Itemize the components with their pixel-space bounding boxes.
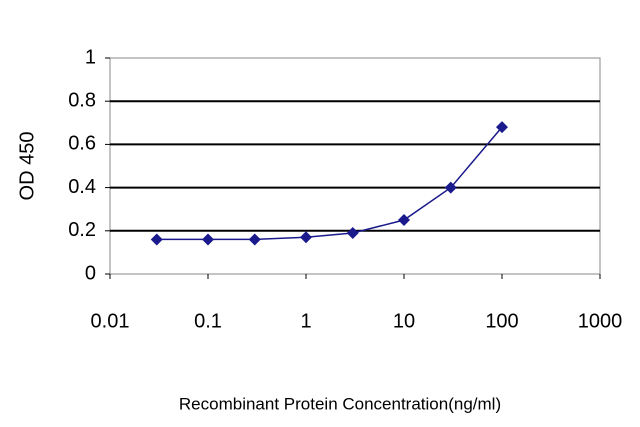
x-tick-label: 1000 [578,310,623,332]
x-tick-label: 0.01 [91,310,130,332]
x-axis-label: Recombinant Protein Concentration(ng/ml) [179,394,501,413]
x-tick-label: 100 [485,310,518,332]
data-point [346,226,359,239]
data-point [202,233,214,246]
y-tick-label: 0.4 [68,176,96,198]
y-tick-label: 0.2 [68,219,96,241]
plot-area [109,57,601,275]
data-point [150,233,163,246]
y-tick-label: 1 [85,46,96,68]
y-tick-label: 0.6 [68,133,96,155]
y-tick-label: 0.8 [68,89,96,111]
data-point [248,233,261,246]
x-tick-label: 10 [393,310,415,332]
y-axis-label: OD 450 [16,132,38,201]
data-point [496,121,508,134]
data-point [300,231,312,244]
x-tick-label: 0.1 [194,310,222,332]
x-tick-label: 1 [300,310,311,332]
data-line [156,126,503,241]
data-point [398,214,410,226]
y-tick-label: 0 [85,262,96,284]
data-point [444,181,457,194]
